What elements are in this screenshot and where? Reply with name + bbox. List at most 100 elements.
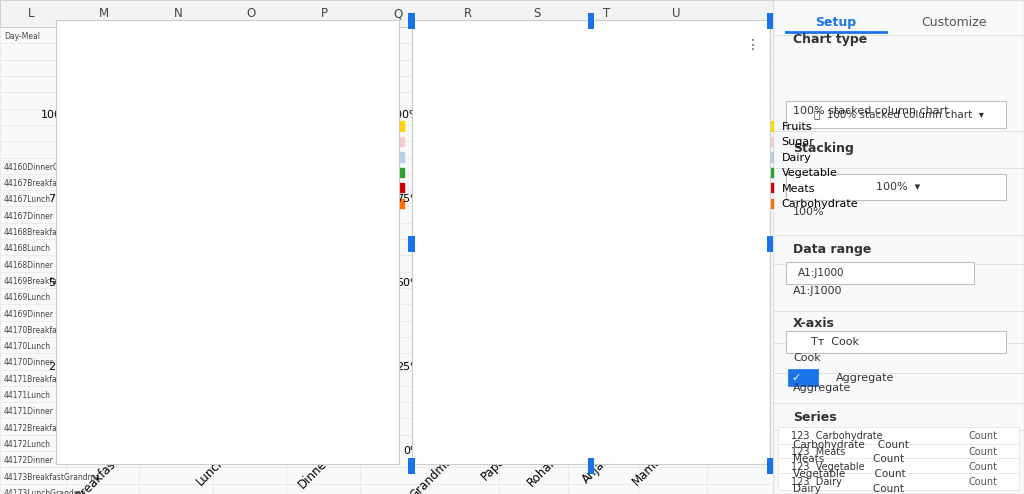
Bar	[409, 13, 415, 29]
Text: Day-Meal: Day-Meal	[4, 33, 40, 41]
Bar	[197, 127, 259, 137]
Bar	[785, 174, 1007, 200]
Bar	[778, 458, 1019, 475]
Bar	[439, 238, 471, 320]
Text: 44173BreakfastGrandma: 44173BreakfastGrandma	[4, 473, 100, 482]
Text: ⋮: ⋮	[745, 38, 760, 51]
Bar	[409, 236, 415, 251]
Text: 44170Breakfast: 44170Breakfast	[4, 326, 65, 335]
Bar	[778, 444, 1019, 460]
Bar	[588, 458, 594, 474]
Bar	[439, 114, 471, 129]
Bar	[545, 226, 575, 298]
Bar	[649, 256, 681, 312]
Text: 44171Lunch: 44171Lunch	[4, 391, 51, 400]
Bar	[492, 314, 523, 450]
Bar	[90, 114, 154, 167]
Text: 100% stacked column chart: 100% stacked column chart	[794, 106, 949, 116]
Text: Q: Q	[393, 7, 402, 20]
Bar	[701, 114, 733, 127]
Text: Count: Count	[969, 431, 997, 441]
Text: Setup: Setup	[815, 16, 856, 29]
Text: T: T	[603, 7, 610, 20]
Text: Carbohydrate    Count: Carbohydrate Count	[794, 440, 909, 450]
Bar	[785, 331, 1007, 353]
Bar	[545, 137, 575, 151]
Bar	[767, 236, 773, 251]
Bar	[597, 147, 628, 169]
Bar	[492, 182, 523, 268]
Text: Customize: Customize	[921, 16, 986, 29]
Text: S: S	[534, 7, 541, 20]
Text: Aggregate: Aggregate	[836, 373, 894, 383]
Text: L: L	[28, 7, 34, 20]
Text: Count: Count	[969, 462, 997, 472]
Bar	[90, 315, 154, 450]
Bar	[597, 169, 628, 241]
Text: 123  Dairy: 123 Dairy	[791, 477, 842, 487]
Bar	[302, 207, 366, 319]
Bar	[597, 137, 628, 147]
Text: 44172Dinner: 44172Dinner	[4, 456, 53, 465]
Bar	[767, 13, 773, 29]
Text: Count: Count	[969, 447, 997, 457]
Text: 44170Dinner: 44170Dinner	[4, 359, 54, 368]
Text: 44167Dinner: 44167Dinner	[4, 212, 54, 221]
Text: 44171Dinner: 44171Dinner	[4, 408, 53, 416]
Text: Tт  Cook: Tт Cook	[811, 337, 859, 347]
Text: 44172Lunch: 44172Lunch	[4, 440, 51, 449]
Text: ✓: ✓	[791, 373, 801, 383]
Bar	[778, 473, 1019, 490]
Text: ⬛  100% stacked column chart  ▾: ⬛ 100% stacked column chart ▾	[813, 110, 984, 120]
Text: 44169Lunch: 44169Lunch	[4, 293, 51, 302]
Text: Stacking: Stacking	[794, 142, 854, 155]
Text: X-axis: X-axis	[794, 317, 835, 330]
Bar	[302, 319, 366, 450]
Bar	[701, 146, 733, 245]
Bar	[701, 245, 733, 337]
Bar	[492, 268, 523, 314]
Bar	[788, 369, 818, 386]
Bar	[439, 129, 471, 135]
Text: Chart type: Chart type	[794, 33, 867, 46]
Bar	[545, 114, 575, 137]
Bar	[785, 262, 974, 284]
Text: A1:J1000: A1:J1000	[799, 268, 845, 278]
Bar	[90, 184, 154, 230]
Bar	[492, 152, 523, 182]
Text: N: N	[173, 7, 182, 20]
Bar	[701, 337, 733, 450]
Bar	[90, 230, 154, 288]
Bar	[778, 427, 1019, 444]
Text: 100%: 100%	[794, 207, 824, 217]
Bar	[649, 114, 681, 127]
Bar	[90, 288, 154, 315]
Bar	[439, 320, 471, 450]
Text: Aggregate: Aggregate	[794, 383, 852, 393]
Bar	[439, 163, 471, 238]
Bar	[409, 458, 415, 474]
Bar	[545, 298, 575, 337]
Text: 44160DinnerGrandma: 44160DinnerGrandma	[4, 163, 90, 172]
Bar	[597, 241, 628, 297]
Text: A1:J1000: A1:J1000	[794, 287, 843, 296]
Bar	[439, 135, 471, 163]
Bar	[197, 114, 259, 127]
Bar	[649, 154, 681, 256]
Text: U: U	[672, 7, 681, 20]
Text: Meats               Count: Meats Count	[794, 454, 904, 464]
Text: 44168Breakfast: 44168Breakfast	[4, 228, 65, 237]
Text: 44172Breakfast: 44172Breakfast	[4, 424, 65, 433]
Text: Count: Count	[969, 477, 997, 487]
Bar	[492, 146, 523, 152]
Bar	[649, 132, 681, 154]
Bar	[701, 127, 733, 130]
Text: Vegetable         Count: Vegetable Count	[794, 469, 906, 479]
Text: M: M	[99, 7, 110, 20]
Bar	[588, 13, 594, 29]
Text: 123  Meats: 123 Meats	[791, 447, 845, 457]
Text: R: R	[464, 7, 472, 20]
Bar	[0, 0, 773, 27]
Text: O: O	[247, 7, 256, 20]
Text: 44168Dinner: 44168Dinner	[4, 261, 53, 270]
